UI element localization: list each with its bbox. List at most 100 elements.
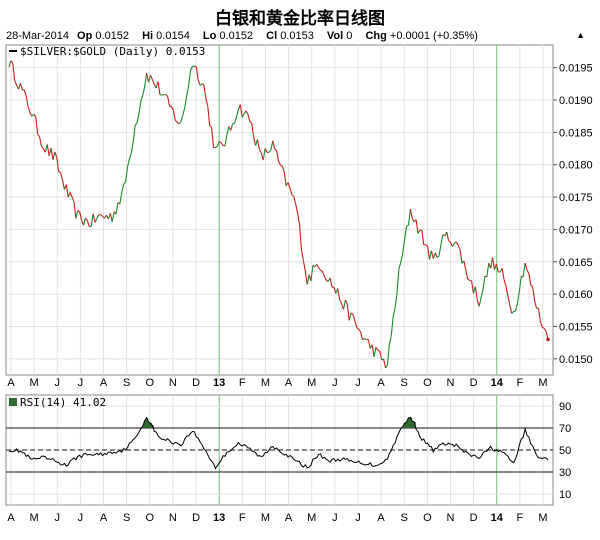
price-line-segment	[67, 192, 71, 198]
price-line-segment	[430, 250, 434, 259]
price-line-segment	[509, 304, 513, 314]
price-line-segment	[354, 321, 358, 328]
price-line-segment	[52, 151, 56, 160]
price-line-segment	[134, 122, 138, 126]
price-line-segment	[90, 213, 94, 227]
rsi-overbought-fill	[401, 426, 405, 428]
price-line-segment	[310, 265, 314, 281]
rsi-y-tick-label: 50	[559, 445, 571, 457]
price-line-segment	[333, 287, 337, 294]
rsi-x-tick-label: A	[377, 512, 385, 524]
price-line-segment	[463, 260, 467, 270]
price-line-segment	[495, 263, 499, 273]
price-line-segment	[396, 268, 400, 294]
price-line-segment	[253, 137, 257, 146]
price-line-segment	[241, 113, 245, 118]
price-line-segment	[352, 314, 356, 322]
price-line-segment	[207, 106, 211, 126]
price-line-segment	[8, 60, 12, 68]
price-line-segment	[100, 214, 103, 217]
price-line-segment	[364, 337, 367, 341]
price-line-segment	[18, 83, 21, 90]
price-line-segment	[492, 257, 496, 270]
price-line-segment	[224, 134, 228, 146]
rsi-x-tick-label: F	[517, 512, 524, 524]
price-line-segment	[35, 116, 39, 135]
price-line-segment	[465, 269, 469, 280]
rsi-x-tick-label: O	[146, 512, 155, 524]
price-line-segment	[247, 113, 251, 122]
price-line-segment	[27, 106, 31, 114]
price-line-segment	[457, 244, 461, 250]
price-line-segment	[421, 230, 425, 245]
price-line-segment	[29, 112, 33, 117]
price-line-segment	[180, 114, 184, 122]
price-line-segment	[218, 140, 222, 144]
price-line-segment	[121, 184, 125, 193]
date-value: 28-Mar-2014	[6, 30, 69, 42]
main-panel-frame	[5, 44, 554, 376]
price-line-segment	[138, 100, 142, 114]
price-line-segment	[239, 104, 243, 118]
rsi-overbought-fill	[407, 417, 410, 428]
price-line-segment	[205, 98, 209, 107]
price-line-segment	[392, 307, 396, 317]
price-line-segment	[83, 217, 86, 226]
price-line-segment	[320, 269, 323, 272]
main-x-tick-label: 14	[491, 377, 504, 389]
rsi-line	[8, 416, 549, 470]
price-line-segment	[54, 151, 58, 158]
price-line-segment	[283, 171, 287, 186]
price-line-segment	[451, 242, 455, 247]
price-info-bar: 28-Mar-2014 Op 0.0152 Hi 0.0154 Lo 0.015…	[6, 30, 596, 44]
price-line-segment	[276, 150, 280, 162]
price-line-segment	[350, 312, 354, 316]
rsi-x-tick-label: M	[538, 512, 547, 524]
price-line-segment	[390, 316, 394, 336]
price-line-segment	[123, 181, 127, 185]
open-label: Op	[77, 30, 93, 42]
rsi-x-tick-label: S	[401, 512, 408, 524]
price-line-segment	[542, 326, 545, 329]
price-line-segment	[427, 245, 431, 260]
change-label: Chg	[365, 30, 387, 42]
main-x-tick-label: N	[447, 377, 455, 389]
price-line-segment	[293, 196, 297, 205]
price-line-segment	[176, 121, 180, 125]
main-x-tick-label: D	[470, 377, 478, 389]
price-line-segment	[342, 299, 346, 310]
open-value: 0.0152	[95, 30, 130, 42]
main-x-tick-label: J	[55, 377, 61, 389]
price-line-segment	[318, 267, 321, 271]
price-line-segment	[50, 147, 54, 160]
rsi-y-tick-label: 30	[559, 467, 571, 479]
rsi-overbought-fill	[145, 417, 149, 428]
main-y-tick-label: 0.0170	[559, 224, 593, 236]
price-line-segment	[323, 276, 327, 281]
price-line-segment	[297, 213, 301, 225]
price-line-segment	[69, 192, 73, 198]
price-line-segment	[321, 271, 325, 277]
rsi-x-tick-label: D	[470, 512, 478, 524]
price-line-segment	[197, 80, 201, 86]
price-line-segment	[436, 255, 440, 258]
price-line-segment	[394, 293, 398, 308]
price-line-segment	[94, 217, 98, 223]
price-line-segment	[73, 201, 77, 219]
low-label: Lo	[202, 30, 217, 42]
volume-value: 0	[346, 30, 353, 42]
price-line-segment	[471, 280, 475, 294]
price-line-segment	[383, 358, 387, 369]
price-line-segment	[480, 289, 484, 298]
price-line-segment	[71, 196, 75, 202]
price-line-segment	[522, 262, 526, 278]
main-x-tick-label: M	[538, 377, 547, 389]
price-line-segment	[258, 149, 262, 154]
main-y-tick-label: 0.0185	[559, 127, 593, 139]
price-line-segment	[312, 264, 316, 268]
price-line-segment	[377, 349, 381, 352]
main-y-tick-label: 0.0195	[559, 63, 593, 75]
rsi-overbought-fill	[149, 423, 152, 428]
rsi-x-tick-label: M	[307, 512, 316, 524]
price-line-segment	[149, 74, 153, 80]
